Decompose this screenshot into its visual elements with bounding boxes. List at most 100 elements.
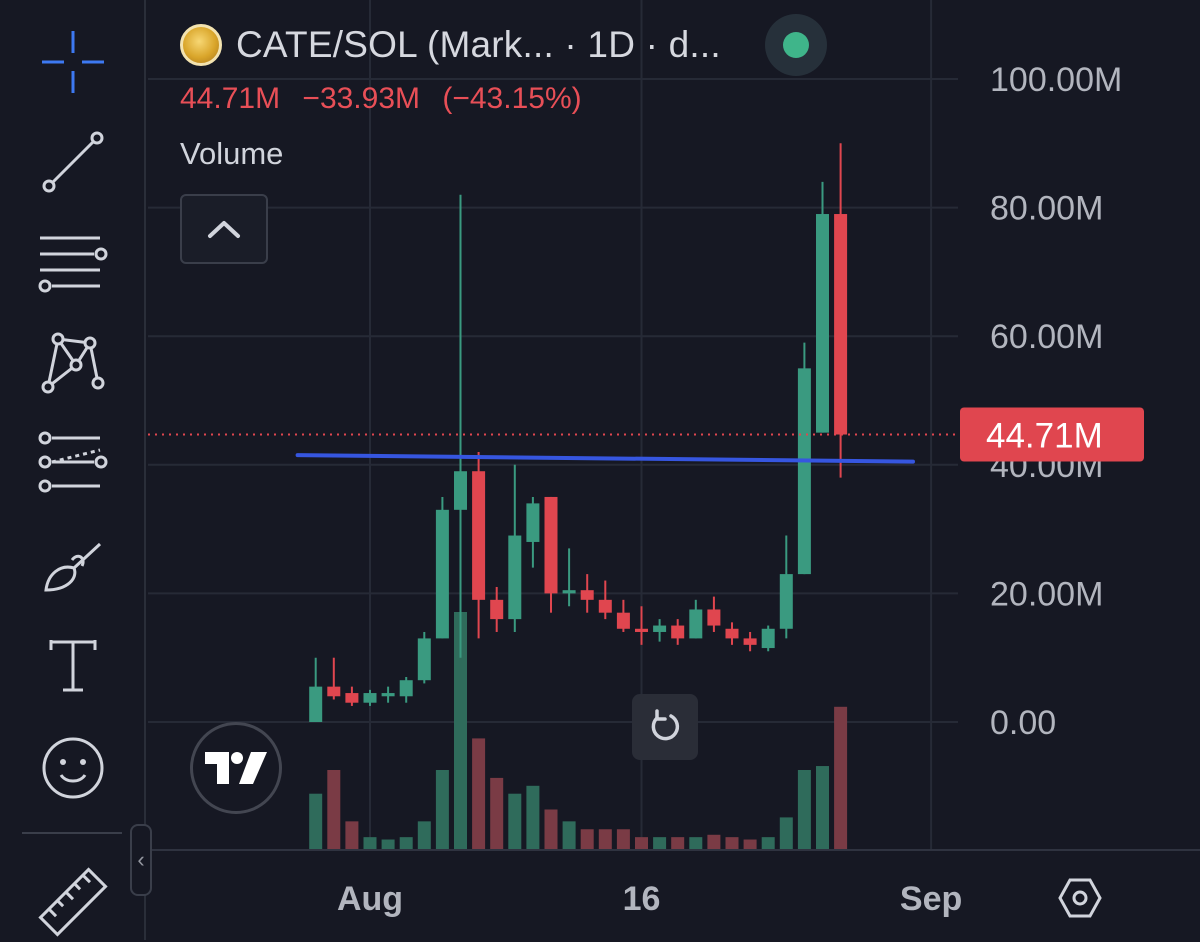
volume-bar <box>816 766 829 849</box>
ruler-icon <box>38 867 108 937</box>
candle-body <box>381 693 395 697</box>
symbol-title[interactable]: CATE/SOL (Mark... · 1D · d... <box>236 24 721 65</box>
chevron-left-icon: ‹ <box>137 847 145 872</box>
settings-hexagon-icon <box>1058 878 1102 918</box>
text-tool[interactable] <box>28 624 118 704</box>
market-open-dot-icon <box>782 32 809 58</box>
candle-body <box>743 638 757 645</box>
candle-body <box>671 625 685 639</box>
volume-bar <box>671 837 685 849</box>
projection-tool[interactable] <box>28 422 118 502</box>
ohlc-values: 44.71M −33.93M (−43.15%) <box>180 82 827 116</box>
toolbar-collapse-button[interactable]: ‹ <box>130 824 152 896</box>
volume-bars <box>309 612 848 849</box>
candle-body <box>816 214 829 433</box>
candle-body <box>725 628 739 639</box>
y-tick-label: 0.00 <box>990 704 1056 742</box>
chart-area[interactable]: 100.00M 80.00M 60.00M 40.00M 20.00M 0.00 44.71… <box>148 0 1200 940</box>
volume-bar <box>834 706 848 849</box>
candle-body <box>417 638 431 681</box>
toolbar-divider <box>22 832 122 834</box>
coin-icon <box>180 24 222 66</box>
brush-tool[interactable] <box>28 528 118 608</box>
candle-body <box>508 535 522 620</box>
candle-body <box>707 609 721 626</box>
candle-body <box>399 680 413 697</box>
volume-bar <box>399 837 413 849</box>
candle-body <box>797 368 811 575</box>
candlestick-chart[interactable]: 100.00M80.00M60.00M40.00M20.00M0.0044.71… <box>148 0 1200 940</box>
reset-icon <box>651 709 680 741</box>
axes: 100.00M80.00M60.00M40.00M20.00M0.0044.71… <box>337 61 1144 918</box>
grid <box>148 0 1200 851</box>
market-status[interactable] <box>764 14 827 76</box>
volume-bar <box>544 809 558 849</box>
overlays <box>148 433 958 464</box>
pattern-tool[interactable] <box>28 322 118 402</box>
horizontal-lines-tool[interactable] <box>28 222 118 302</box>
volume-bar <box>689 837 703 849</box>
x-tick-label: Sep <box>900 880 962 918</box>
tradingview-logo-icon <box>205 752 267 784</box>
candles <box>309 143 848 722</box>
horizontal-trend-line <box>295 453 915 464</box>
volume-bar <box>598 829 612 849</box>
reset-chart-button[interactable] <box>632 694 698 760</box>
chart-settings-button[interactable] <box>1048 866 1112 930</box>
volume-bar <box>761 837 775 849</box>
volume-bar <box>743 839 757 849</box>
brush-icon <box>44 542 102 592</box>
candle-body <box>435 509 449 639</box>
candle-body <box>363 693 377 703</box>
volume-bar <box>797 770 811 849</box>
text-icon <box>49 640 97 692</box>
xabcd-pattern-icon <box>41 332 105 394</box>
ruler-tool[interactable] <box>28 862 118 942</box>
volume-bar <box>327 770 341 849</box>
chevron-up-icon <box>208 221 240 238</box>
y-tick-label: 100.00M <box>990 61 1122 99</box>
trend-line-icon <box>42 131 104 193</box>
volume-bar <box>707 834 721 849</box>
candle-body <box>689 609 703 639</box>
candle-body <box>309 686 323 722</box>
legend-collapse-button[interactable] <box>180 194 268 264</box>
volume-bar <box>417 821 431 849</box>
candle-body <box>472 471 486 600</box>
chart-legend: CATE/SOL (Mark... · 1D · d... 44.71M −33… <box>180 14 827 264</box>
change-value: −33.93M <box>302 82 421 115</box>
candle-body <box>834 214 848 435</box>
volume-bar <box>779 817 793 849</box>
volume-bar <box>345 821 359 849</box>
volume-bar <box>309 793 323 849</box>
volume-bar <box>490 777 504 849</box>
y-tick-label: 80.00M <box>990 190 1103 228</box>
candle-body <box>598 599 612 613</box>
candle-body <box>580 590 594 600</box>
smiley-icon <box>42 737 104 799</box>
candle-body <box>490 599 504 620</box>
candle-body <box>562 590 576 594</box>
trend-line-tool[interactable] <box>28 122 118 202</box>
candle-body <box>616 612 630 629</box>
x-tick-label: 16 <box>623 880 661 918</box>
volume-bar <box>635 837 648 849</box>
tradingview-logo[interactable] <box>190 722 282 814</box>
volume-bar <box>526 785 540 849</box>
change-percent: (−43.15%) <box>442 82 582 115</box>
crosshair-icon <box>42 31 104 93</box>
volume-bar <box>508 793 522 849</box>
candle-body <box>635 628 648 632</box>
volume-bar <box>725 837 739 849</box>
y-tick-label: 20.00M <box>990 575 1103 613</box>
volume-bar <box>616 829 630 849</box>
volume-bar <box>435 770 449 849</box>
volume-bar <box>562 821 576 849</box>
emoji-tool[interactable] <box>28 728 118 808</box>
candle-body <box>544 496 558 594</box>
volume-bar <box>653 837 667 849</box>
projection-icon <box>38 431 108 493</box>
crosshair-tool[interactable] <box>28 22 118 102</box>
volume-indicator-label[interactable]: Volume <box>180 136 284 171</box>
candle-body <box>779 574 793 629</box>
